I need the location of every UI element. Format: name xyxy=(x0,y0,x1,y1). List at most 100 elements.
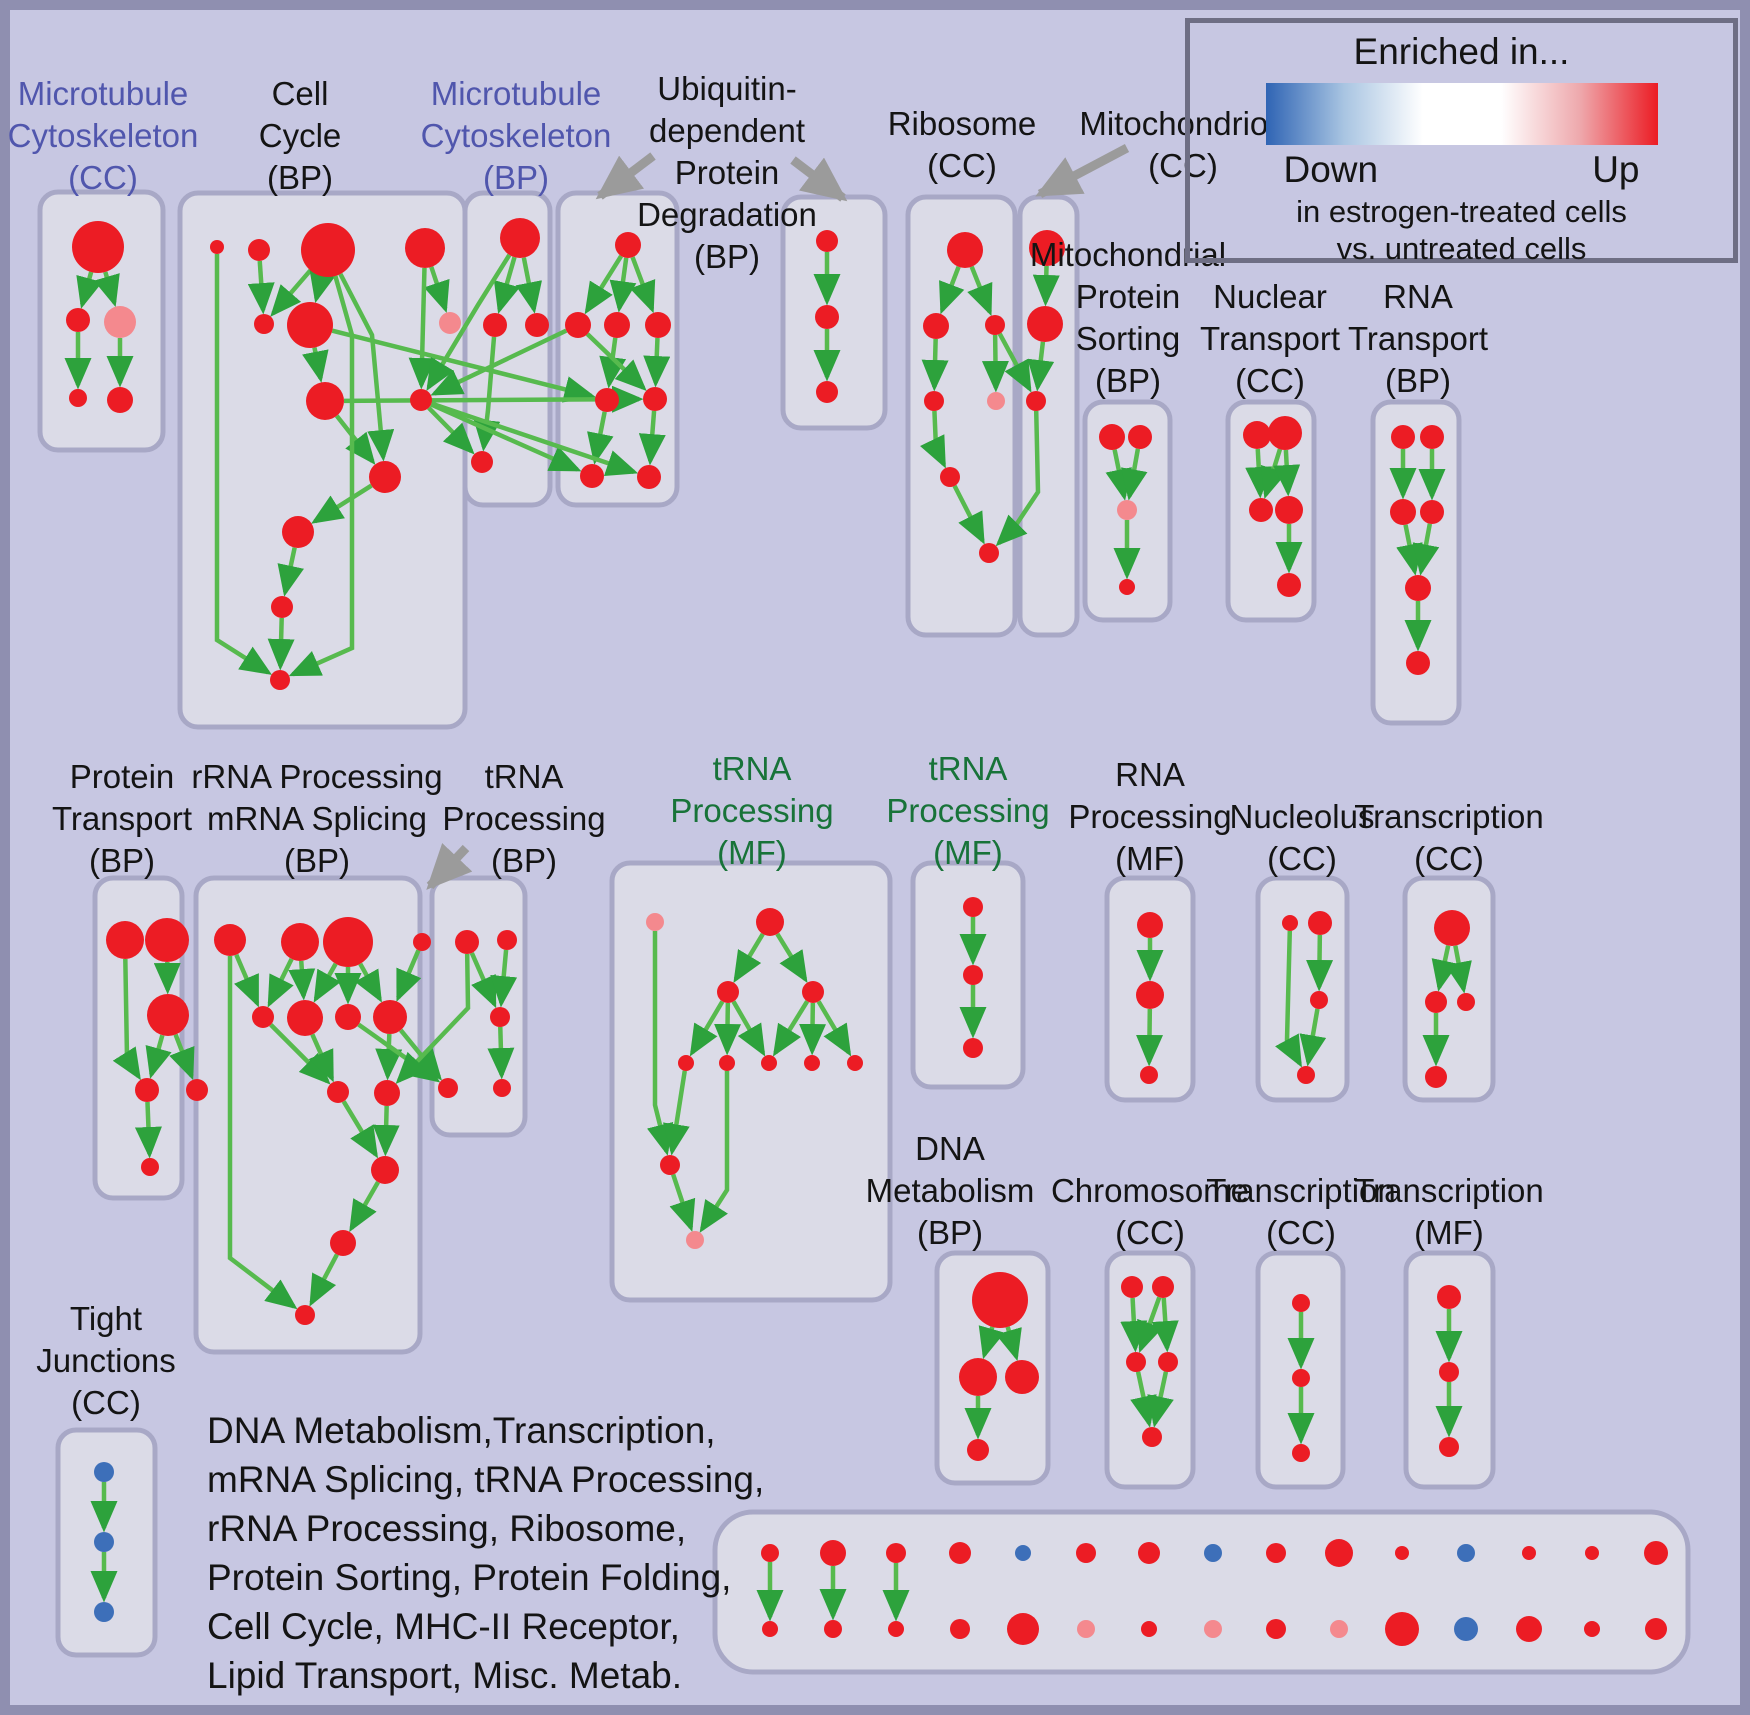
go-term-node-pink xyxy=(439,312,461,334)
edge-arrow xyxy=(427,406,475,455)
cluster-label-dnamet: Metabolism xyxy=(866,1172,1035,1209)
edge-arrow xyxy=(308,1033,334,1083)
edge-arrow xyxy=(1412,523,1440,576)
edge-arrow xyxy=(134,1101,162,1159)
go-term-node-red xyxy=(1522,1546,1536,1560)
go-term-node-red xyxy=(1128,425,1152,449)
cluster-label-ntrans: Transport xyxy=(1200,320,1340,357)
go-term-node-red xyxy=(820,1540,846,1566)
edge-arrow xyxy=(629,256,656,314)
go-term-node-red xyxy=(1292,1444,1310,1462)
edge-arrow xyxy=(995,410,1041,547)
cluster-label-dnamet: DNA xyxy=(915,1130,985,1167)
go-term-node-red xyxy=(1585,1546,1599,1560)
cluster-label-rnaproc: RNA xyxy=(1115,756,1185,793)
go-term-node-red xyxy=(1439,1362,1459,1382)
cluster-label-cc: Cycle xyxy=(259,117,342,154)
go-term-node-red xyxy=(281,923,319,961)
misc-line: Cell Cycle, MHC-II Receptor, xyxy=(207,1606,680,1647)
go-term-node-red xyxy=(1282,915,1298,931)
go-term-node-red xyxy=(1137,912,1163,938)
edge-arrow xyxy=(311,483,373,524)
cluster-label-ptrans: Transport xyxy=(52,800,192,837)
edge-arrow xyxy=(978,1325,1005,1360)
cluster-label-tight: Junctions xyxy=(36,1342,175,1379)
cluster-label-cc: (BP) xyxy=(267,159,333,196)
edge-arrow xyxy=(714,1002,742,1056)
go-term-node-red xyxy=(888,1621,904,1637)
edge-arrow xyxy=(423,266,450,314)
go-term-node-blue xyxy=(1454,1617,1478,1641)
go-term-node-red xyxy=(802,981,824,1003)
go-term-node-pink xyxy=(686,1231,704,1249)
cluster-label-trnabp: (BP) xyxy=(491,842,557,879)
go-term-node-red xyxy=(1121,1276,1143,1298)
edge-arrow xyxy=(354,962,382,1003)
misc-line: DNA Metabolism,Transcription, xyxy=(207,1410,716,1451)
go-term-node-red xyxy=(214,924,246,956)
go-term-node-red xyxy=(1437,1285,1461,1309)
edge-arrow xyxy=(343,385,644,413)
go-term-node-red xyxy=(252,1006,274,1028)
go-term-node-red xyxy=(1425,991,1447,1013)
go-term-node-red xyxy=(1266,1543,1286,1563)
edge-arrow xyxy=(169,1033,195,1081)
legend-note: in estrogen-treated cells vs. untreated … xyxy=(1190,193,1733,267)
go-term-node-red xyxy=(1026,391,1046,411)
cluster-label-tight: (CC) xyxy=(71,1384,141,1421)
legend-up-label: Up xyxy=(1592,149,1640,190)
misc-line: rRNA Processing, Ribosome, xyxy=(207,1508,687,1549)
go-term-node-blue xyxy=(1204,1544,1222,1562)
edge-arrow xyxy=(669,1173,696,1232)
go-term-node-red xyxy=(147,994,189,1036)
edge-arrow xyxy=(599,337,627,389)
edge-arrow xyxy=(349,1181,380,1233)
go-term-node-red xyxy=(1268,416,1302,450)
go-term-node-red xyxy=(69,389,87,407)
cluster-box-nucleolus xyxy=(1255,875,1350,1103)
go-term-node-red xyxy=(374,1080,400,1106)
go-term-node-red xyxy=(1029,230,1065,266)
cluster-label-rtrans: (BP) xyxy=(1385,362,1451,399)
edge-arrow xyxy=(515,257,543,314)
go-term-node-blue xyxy=(1457,1544,1475,1562)
go-term-node-red xyxy=(963,965,983,985)
go-term-node-red xyxy=(678,1055,694,1071)
go-term-node-red xyxy=(967,1439,989,1461)
edge-arrow xyxy=(372,1105,400,1157)
legend-note-line1: in estrogen-treated cells xyxy=(1296,194,1627,229)
edge-arrow xyxy=(112,958,141,1081)
cluster-label-txcc2: Transcription xyxy=(1206,1172,1396,1209)
cluster-label-mtcc: Microtubule xyxy=(18,75,189,112)
go-term-node-red xyxy=(483,313,507,337)
cluster-label-ntrans: (CC) xyxy=(1235,362,1305,399)
go-term-node-red xyxy=(490,1007,510,1027)
go-term-node-red xyxy=(1266,1619,1286,1639)
go-term-node-red xyxy=(471,451,493,473)
legend-axis-labels: Down Up xyxy=(1266,149,1658,191)
go-term-node-red xyxy=(371,1156,399,1184)
go-term-node-red xyxy=(816,381,838,403)
go-term-node-red xyxy=(924,391,944,411)
edge-arrow xyxy=(1273,449,1301,497)
edge-arrow xyxy=(1120,448,1148,501)
cluster-label-mito: Mitochondrion xyxy=(1079,105,1286,142)
edge-arrow xyxy=(473,336,501,452)
go-term-node-red xyxy=(604,312,630,338)
edge-arrow xyxy=(335,414,376,465)
go-term-node-red xyxy=(959,1358,997,1396)
go-term-node-red xyxy=(1076,1543,1096,1563)
edge-arrow xyxy=(689,1000,725,1057)
go-term-node-red xyxy=(1645,1618,1667,1640)
cluster-label-trnamf: tRNA xyxy=(713,750,792,787)
edge-arrow xyxy=(921,338,949,392)
go-term-node-red xyxy=(940,467,960,487)
cluster-box-trnamf xyxy=(609,860,893,1303)
pointer-arrow-to-ubiquitin-right-box xyxy=(790,156,848,202)
edge-arrow xyxy=(663,1070,690,1156)
cluster-label-rrna: (BP) xyxy=(284,842,350,879)
go-term-node-red xyxy=(1425,1066,1447,1088)
edge-arrow xyxy=(426,253,512,391)
go-term-node-red xyxy=(335,1004,361,1030)
